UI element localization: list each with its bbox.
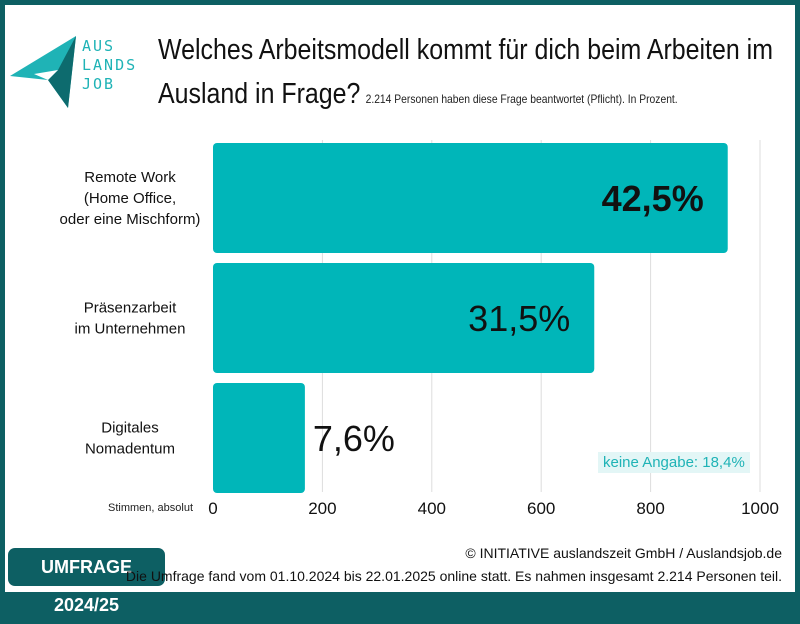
data-label: 7,6%	[313, 418, 395, 459]
x-tick-label: 0	[208, 499, 217, 518]
data-label: 31,5%	[468, 298, 570, 339]
x-tick-label: 600	[527, 499, 555, 518]
category-label: Remote Work	[84, 169, 176, 186]
bar-chart: 0 200 400 600 800 1000 Stimmen, absolut 42,5% Re…	[60, 140, 779, 518]
category-label: oder eine Mischform)	[60, 211, 201, 228]
data-label: 42,5%	[602, 178, 704, 219]
category-label: im Unternehmen	[75, 321, 186, 338]
page-title: Welches Arbeitsmodell kommt für dich bei…	[158, 34, 773, 110]
x-tick-label: 800	[636, 499, 664, 518]
x-axis-label: Stimmen, absolut	[108, 502, 193, 514]
logo-text: AUS LANDS JOB	[82, 37, 138, 93]
subtitle: 2.214 Personen haben diese Frage beantwo…	[365, 92, 678, 106]
bar	[213, 143, 728, 253]
auslandsjob-logo-icon	[10, 36, 76, 108]
copyright: © INITIATIVE auslandszeit GmbH / Ausland…	[465, 545, 782, 561]
x-tick-label: 1000	[741, 499, 779, 518]
x-tick-label: 400	[418, 499, 446, 518]
survey-note: Die Umfrage fand vom 01.10.2024 bis 22.0…	[125, 568, 782, 584]
bar	[213, 383, 305, 493]
annotation-keine-angabe: keine Angabe: 18,4%	[598, 452, 750, 473]
category-label: Digitales	[101, 420, 159, 437]
bar	[213, 263, 595, 373]
category-label: (Home Office,	[84, 190, 176, 207]
category-label: Nomadentum	[85, 441, 175, 458]
category-label: Präsenzarbeit	[84, 300, 177, 317]
x-tick-label: 200	[308, 499, 336, 518]
